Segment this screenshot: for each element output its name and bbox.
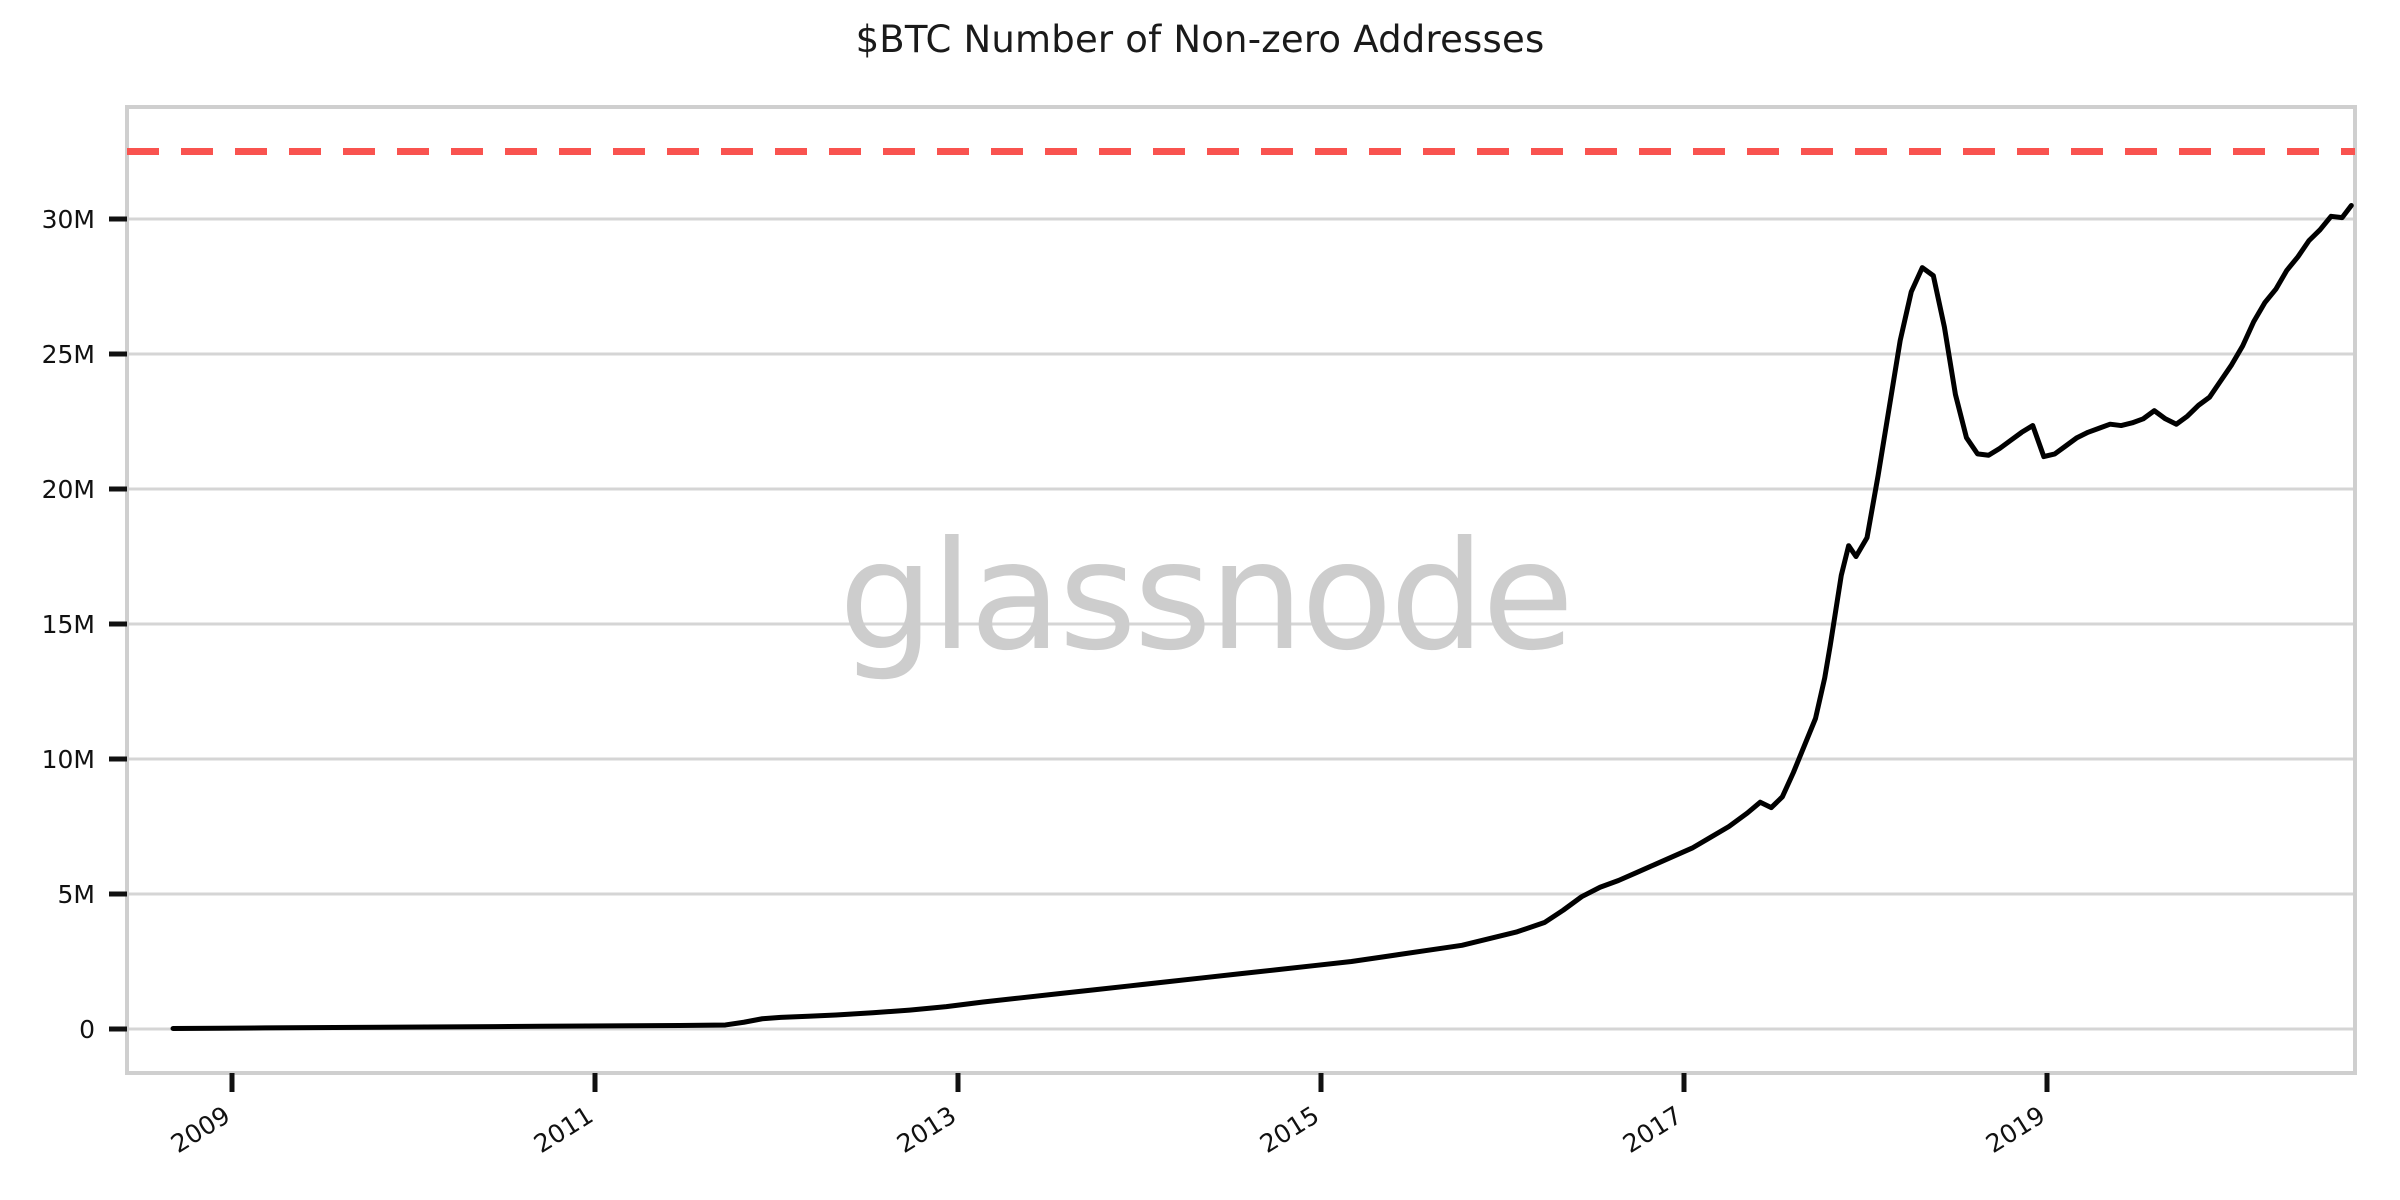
xtick-label-2013: 2013 bbox=[892, 1100, 961, 1158]
xtick-label-2009: 2009 bbox=[166, 1100, 235, 1158]
xtick-label-2015: 2015 bbox=[1255, 1100, 1324, 1158]
ytick-label-0: 0 bbox=[79, 1015, 95, 1044]
x-axis-ticks bbox=[229, 1073, 2050, 1092]
page-title: $BTC Number of Non-zero Addresses bbox=[855, 18, 1545, 61]
ytick-label-20m: 20M bbox=[42, 475, 95, 504]
ytick-label-10m: 10M bbox=[42, 745, 95, 774]
xtick-label-2017: 2017 bbox=[1618, 1100, 1687, 1158]
glassnode-watermark: glassnode bbox=[839, 510, 1571, 684]
gridlines-horizontal bbox=[127, 217, 2355, 1031]
ytick-label-15m: 15M bbox=[42, 610, 95, 639]
plot-border bbox=[125, 105, 2357, 1075]
ytick-label-5m: 5M bbox=[58, 880, 95, 909]
xtick-label-2011: 2011 bbox=[529, 1100, 598, 1158]
data-series-nonzero-addresses bbox=[170, 203, 2354, 1031]
y-axis-labels: 30M 25M 20M 15M 10M 5M 0 bbox=[42, 205, 95, 1044]
x-axis-labels: 2009 2011 2013 2015 2017 2019 bbox=[166, 1100, 2050, 1158]
plot-background bbox=[127, 107, 2355, 1073]
ytick-label-30m: 30M bbox=[42, 205, 95, 234]
xtick-label-2019: 2019 bbox=[1981, 1100, 2050, 1158]
ytick-label-25m: 25M bbox=[42, 340, 95, 369]
y-axis-ticks bbox=[109, 216, 127, 1032]
